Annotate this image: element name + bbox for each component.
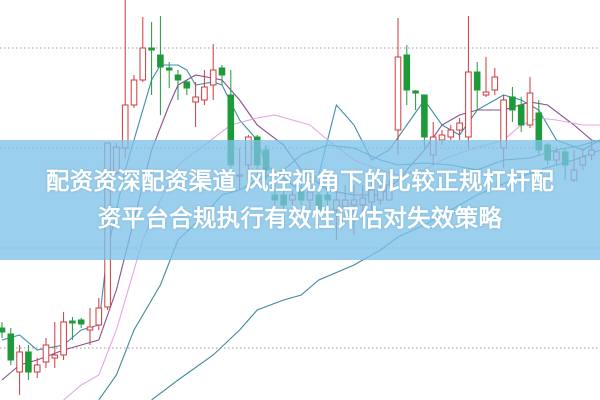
candle-up: [465, 71, 472, 138]
candle-up: [456, 122, 463, 131]
candle-up: [33, 364, 41, 373]
candle-up: [447, 129, 455, 138]
candle-down: [218, 67, 226, 76]
candle-up: [16, 351, 23, 373]
candle-down: [183, 81, 191, 89]
candle-down: [77, 319, 85, 325]
candle-down: [25, 351, 32, 373]
candle-up: [526, 92, 534, 126]
candle-up: [51, 354, 59, 359]
candle-down: [7, 333, 15, 361]
candle-up: [192, 96, 199, 103]
candle-up: [60, 321, 67, 356]
candle-down: [412, 90, 419, 94]
candle-down: [403, 54, 411, 91]
candle-up: [482, 91, 490, 96]
candle-up: [42, 344, 50, 363]
candle-up: [139, 47, 147, 81]
candle-down: [421, 94, 428, 138]
candle-down: [509, 96, 516, 111]
candle-down: [517, 104, 525, 126]
candle-up: [95, 307, 103, 326]
candle-down: [69, 320, 76, 324]
candle-up: [491, 76, 499, 91]
candle-up: [394, 56, 402, 131]
candle-down: [473, 71, 481, 91]
candle-down: [148, 47, 155, 51]
headline-banner: 配资资深配资渠道 风控视角下的比较正规杠杆配 资平台合规执行有效性评估对失效策略: [0, 140, 600, 260]
candle-down: [165, 67, 173, 71]
candle-down: [0, 327, 6, 333]
candle-down: [174, 74, 182, 81]
headline-line-1: 配资资深配资渠道 风控视角下的比较正规杠杆配: [45, 167, 555, 195]
candle-up: [201, 86, 208, 101]
candle-up: [86, 326, 94, 331]
headline-line-2: 资平台合规执行有效性评估对失效策略: [97, 204, 503, 232]
candle-up: [209, 69, 217, 86]
candle-down: [157, 54, 164, 68]
candle-up: [130, 79, 138, 106]
